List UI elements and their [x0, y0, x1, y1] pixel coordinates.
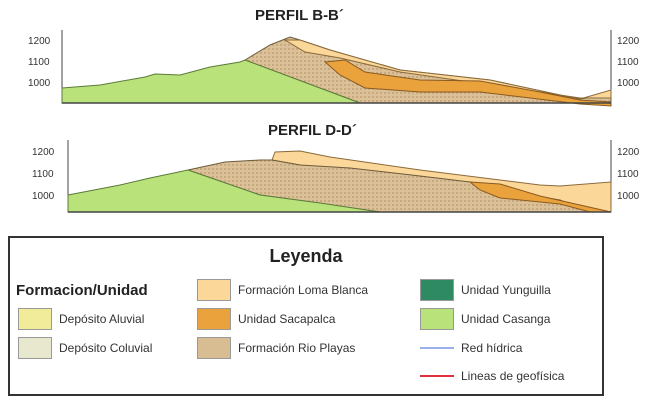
legend-item-aluvial: Depósito Aluvial	[18, 308, 144, 330]
legend-item-rio-playas: Formación Rio Playas	[197, 337, 355, 359]
tick-label: 1200	[617, 36, 640, 47]
legend-item-casanga: Unidad Casanga	[420, 308, 550, 330]
legend-item-loma-blanca: Formación Loma Blanca	[197, 279, 368, 301]
legend-heading: Formacion/Unidad	[16, 282, 148, 299]
legend-label: Depósito Coluvial	[59, 341, 153, 355]
legend-label: Unidad Yunguilla	[461, 283, 551, 297]
legend-label: Formación Rio Playas	[238, 341, 356, 355]
legend: Leyenda Formacion/Unidad Depósito Aluvia…	[8, 236, 604, 396]
river-line-icon	[420, 347, 454, 349]
profile-d-section: 1200 1100 1000 1200 1100 1000	[32, 140, 640, 213]
yunguilla-swatch	[420, 279, 454, 301]
tick-label: 1100	[617, 57, 639, 68]
rio-playas-swatch	[197, 337, 231, 359]
tick-label: 1000	[617, 191, 640, 202]
coluvial-swatch	[18, 337, 52, 359]
aluvial-swatch	[18, 308, 52, 330]
legend-item-geofisica: Lineas de geofísica	[420, 369, 564, 383]
tick-label: 1100	[32, 169, 54, 180]
legend-title: Leyenda	[269, 246, 343, 266]
legend-item-coluvial: Depósito Coluvial	[18, 337, 152, 359]
legend-item-yunguilla: Unidad Yunguilla	[420, 279, 551, 301]
profile-b-section: 1200 1100 1000 1200 1100 1000	[28, 30, 640, 107]
tick-label: 1000	[28, 78, 51, 89]
tick-label: 1200	[32, 147, 55, 158]
legend-item-red-hidrica: Red hídrica	[420, 341, 522, 355]
tick-label: 1000	[617, 78, 640, 89]
profile-d-title: PERFIL D-D´	[268, 122, 357, 139]
tick-label: 1100	[28, 57, 50, 68]
legend-label: Unidad Casanga	[461, 312, 551, 326]
legend-item-sacapalca: Unidad Sacapalca	[197, 308, 335, 330]
legend-label: Red hídrica	[461, 341, 523, 355]
loma-blanca-unit	[283, 39, 612, 100]
tick-label: 1200	[28, 36, 51, 47]
loma-blanca-swatch	[197, 279, 231, 301]
legend-label: Formación Loma Blanca	[238, 283, 369, 297]
legend-label: Lineas de geofísica	[461, 369, 565, 383]
tick-label: 1200	[617, 147, 640, 158]
profile-b-title: PERFIL B-B´	[255, 7, 344, 24]
tick-label: 1000	[32, 191, 55, 202]
legend-label: Unidad Sacapalca	[238, 312, 336, 326]
geophysics-line-icon	[420, 375, 454, 377]
sacapalca-unit	[323, 59, 612, 107]
casanga-swatch	[420, 308, 454, 330]
sacapalca-swatch	[197, 308, 231, 330]
legend-label: Depósito Aluvial	[59, 312, 145, 326]
tick-label: 1100	[617, 169, 639, 180]
